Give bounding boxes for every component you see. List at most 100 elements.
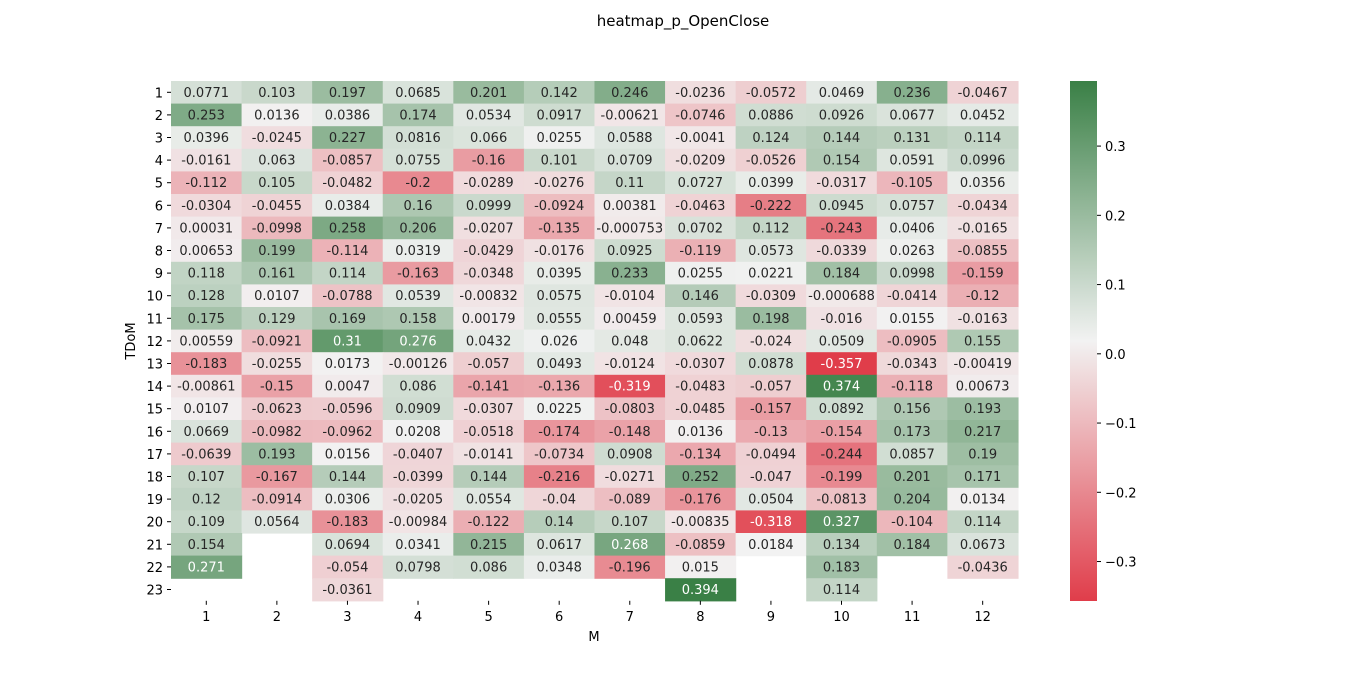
cell-label: 0.00673 [956,380,1010,395]
x-tick-label: 4 [414,610,422,625]
cell-label: 0.0348 [536,560,582,575]
cell-label: -0.0639 [181,447,231,462]
heatmap-cell [382,103,454,127]
cell-label: 0.0208 [395,425,441,440]
heatmap-cell [453,103,525,127]
heatmap-cell [806,171,878,195]
heatmap-cell [594,374,666,398]
cell-label: -0.196 [609,560,651,575]
heatmap-cell [382,81,454,105]
cell-label: -0.0317 [816,176,866,191]
cell-label: -0.159 [962,267,1004,282]
cell-label: 0.0588 [607,131,653,146]
heatmap-cell [453,533,525,557]
cell-label: -0.0209 [675,154,725,169]
cell-label: 0.0452 [960,108,1006,123]
x-tick-label: 7 [626,610,634,625]
heatmap-cell [171,261,243,285]
heatmap-cell [453,126,525,150]
heatmap-cell [594,194,666,218]
cell-label: 0.129 [258,312,295,327]
heatmap-cell [806,194,878,218]
cell-label: 0.0755 [395,154,441,169]
cell-label: -0.0348 [464,267,514,282]
heatmap-cell [665,374,737,398]
cell-label: -0.0207 [464,221,514,236]
cell-label: 0.00179 [462,312,516,327]
heatmap-cell [947,239,1019,263]
heatmap-cell [453,148,525,172]
cell-label: -0.105 [891,176,933,191]
heatmap-cell [594,171,666,195]
y-tick-label: 2 [155,109,163,124]
heatmap-cell [876,216,948,240]
cell-label: 0.0593 [678,312,724,327]
heatmap-cell [735,442,807,466]
cell-label: -0.0309 [746,289,796,304]
heatmap-cell [947,329,1019,353]
heatmap-cell [382,261,454,285]
cell-label: 0.142 [541,86,578,101]
cell-label: 0.0107 [184,402,230,417]
heatmap-cell [876,442,948,466]
cell-label: 0.0816 [395,131,441,146]
cell-label: -0.0205 [393,493,443,508]
heatmap-cell [312,374,384,398]
cell-label: -0.0494 [746,447,796,462]
heatmap-cell [594,148,666,172]
cell-label: 0.114 [964,515,1001,530]
cell-label: 0.0155 [889,312,935,327]
heatmap-cell [241,284,313,308]
cell-label: -0.0998 [252,221,302,236]
heatmap-cell [312,533,384,557]
heatmap-cell [171,397,243,421]
heatmap-cell [806,126,878,150]
heatmap-cell [735,487,807,511]
heatmap-cell [171,374,243,398]
heatmap-cell [876,329,948,353]
cell-label: 0.0878 [748,357,794,372]
heatmap-cell [665,284,737,308]
cell-label: -0.244 [821,447,863,462]
heatmap-cell [947,284,1019,308]
heatmap-cell [735,510,807,534]
heatmap-cell [382,307,454,331]
heatmap-cell [806,307,878,331]
heatmap-cell [312,510,384,534]
cell-label: -0.318 [750,515,792,530]
y-tick-label: 15 [146,403,163,418]
cell-label: -0.0857 [322,154,372,169]
heatmap-cell [523,239,596,263]
cell-label: -0.0855 [958,244,1008,259]
cell-label: -0.0746 [675,108,725,123]
cell-label: 0.0156 [325,447,371,462]
cell-label: -0.114 [326,244,368,259]
cell-label: -0.0467 [958,86,1008,101]
heatmap-cell [594,510,666,534]
heatmap-cell [523,171,596,195]
heatmap-cell [312,103,384,127]
cell-label: 0.063 [258,154,295,169]
cell-label: -0.057 [468,357,510,372]
cell-label: -0.0176 [534,244,584,259]
colorbar-tick-label: 0.3 [1105,140,1126,155]
heatmap-cell [453,81,525,105]
y-tick-label: 1 [155,86,163,101]
cell-label: -0.136 [538,380,580,395]
heatmap-cell [594,465,666,489]
heatmap-cell [876,103,948,127]
heatmap-cell [735,126,807,150]
cell-label: -0.024 [750,334,792,349]
heatmap-cell [312,487,384,511]
heatmap-cell [453,239,525,263]
cell-label: -0.0276 [534,176,584,191]
cell-label: 0.0184 [748,538,794,553]
y-tick-label: 23 [146,584,163,599]
heatmap-cell [665,239,737,263]
heatmap-cell [947,194,1019,218]
heatmap-cell [947,374,1019,398]
heatmap-cell [241,465,313,489]
cell-label: 0.0757 [889,199,935,214]
heatmap-cell [523,261,596,285]
